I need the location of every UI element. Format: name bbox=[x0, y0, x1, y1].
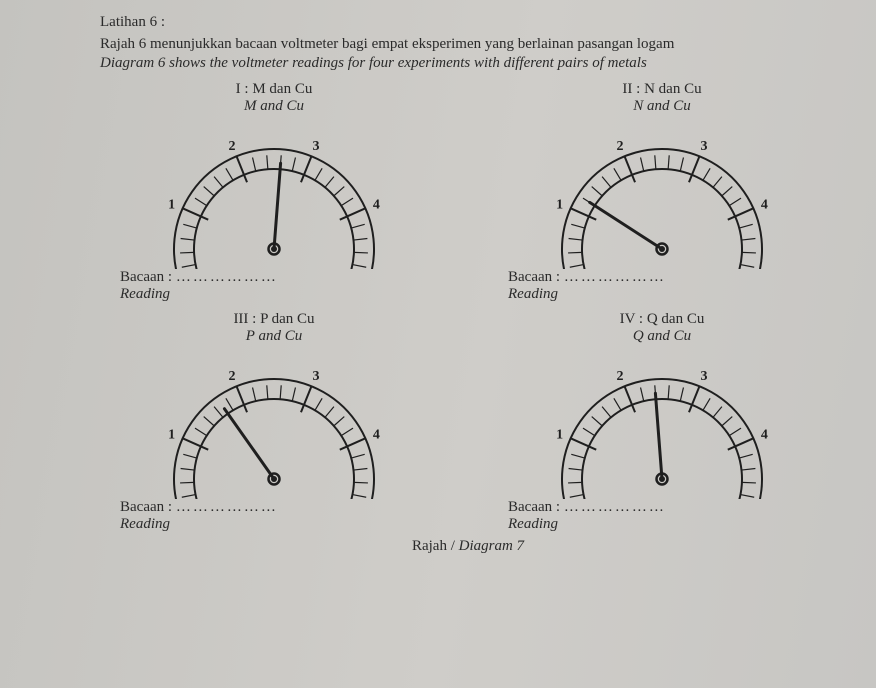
pair-label-en: P and Cu bbox=[246, 328, 302, 345]
caption-ms: Rajah bbox=[412, 538, 447, 554]
pair-label-ms: III : P dan Cu bbox=[233, 311, 314, 328]
pair-label-ms: II : N dan Cu bbox=[622, 81, 701, 98]
caption-sep: / bbox=[447, 538, 459, 554]
pair-label-en: Q and Cu bbox=[633, 328, 691, 345]
meter-cell-2: II : N dan Cu N and Cu 012345 Bacaan : …… bbox=[488, 81, 836, 304]
svg-text:2: 2 bbox=[229, 139, 236, 154]
exercise-page: Latihan 6 : Rajah 6 menunjukkan bacaan v… bbox=[0, 0, 876, 688]
voltmeter-gauge: 012345 bbox=[144, 119, 404, 269]
diagram-caption: Rajah / Diagram 7 bbox=[100, 538, 836, 555]
caption-en: Diagram 7 bbox=[459, 538, 524, 554]
reading-blank: ……………… bbox=[176, 499, 278, 515]
reading-block: Bacaan : ……………… Reading bbox=[120, 269, 278, 304]
svg-text:2: 2 bbox=[229, 369, 236, 384]
reading-block: Bacaan : ……………… Reading bbox=[120, 499, 278, 534]
voltmeter-gauge: 012345 bbox=[144, 349, 404, 499]
pair-label-en: N and Cu bbox=[633, 98, 691, 115]
reading-label-en: Reading bbox=[120, 286, 170, 302]
svg-text:3: 3 bbox=[700, 139, 707, 154]
reading-label-ms: Bacaan : bbox=[508, 499, 560, 515]
svg-text:1: 1 bbox=[556, 197, 563, 212]
reading-blank: ……………… bbox=[564, 269, 666, 285]
svg-text:3: 3 bbox=[312, 139, 319, 154]
pair-label-ms: IV : Q dan Cu bbox=[620, 311, 705, 328]
pair-label-en: M and Cu bbox=[244, 98, 304, 115]
svg-text:2: 2 bbox=[617, 369, 624, 384]
svg-text:4: 4 bbox=[761, 197, 768, 212]
meter-cell-4: IV : Q dan Cu Q and Cu 012345 Bacaan : …… bbox=[488, 311, 836, 534]
reading-label-en: Reading bbox=[508, 516, 558, 532]
meter-cell-3: III : P dan Cu P and Cu 012345 Bacaan : … bbox=[100, 311, 448, 534]
svg-text:3: 3 bbox=[700, 369, 707, 384]
reading-label-en: Reading bbox=[508, 286, 558, 302]
exercise-title: Latihan 6 : bbox=[100, 14, 836, 31]
pair-label-ms: I : M dan Cu bbox=[236, 81, 313, 98]
meter-cell-1: I : M dan Cu M and Cu 012345 Bacaan : ……… bbox=[100, 81, 448, 304]
description-english: Diagram 6 shows the voltmeter readings f… bbox=[100, 54, 836, 73]
meters-grid: I : M dan Cu M and Cu 012345 Bacaan : ……… bbox=[100, 81, 836, 534]
voltmeter-gauge: 012345 bbox=[532, 119, 792, 269]
description-malay: Rajah 6 menunjukkan bacaan voltmeter bag… bbox=[100, 35, 836, 54]
svg-text:3: 3 bbox=[312, 369, 319, 384]
reading-blank: ……………… bbox=[176, 269, 278, 285]
svg-text:2: 2 bbox=[617, 139, 624, 154]
reading-block: Bacaan : ……………… Reading bbox=[508, 499, 666, 534]
reading-label-en: Reading bbox=[120, 516, 170, 532]
voltmeter-gauge: 012345 bbox=[532, 349, 792, 499]
reading-block: Bacaan : ……………… Reading bbox=[508, 269, 666, 304]
svg-text:4: 4 bbox=[761, 427, 768, 442]
svg-text:4: 4 bbox=[373, 427, 380, 442]
reading-label-ms: Bacaan : bbox=[120, 499, 172, 515]
svg-text:4: 4 bbox=[373, 197, 380, 212]
svg-text:1: 1 bbox=[556, 427, 563, 442]
svg-text:1: 1 bbox=[168, 197, 175, 212]
reading-label-ms: Bacaan : bbox=[508, 269, 560, 285]
reading-label-ms: Bacaan : bbox=[120, 269, 172, 285]
svg-text:1: 1 bbox=[168, 427, 175, 442]
reading-blank: ……………… bbox=[564, 499, 666, 515]
